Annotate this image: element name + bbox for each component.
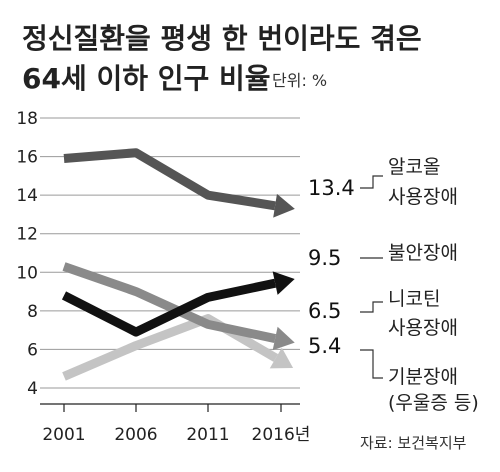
- series-name-0-line-0: 알코올: [388, 156, 440, 178]
- chart-title-line-1: 정신질환을 평생 한 번이라도 겪은: [22, 22, 422, 55]
- x-tick-2011: 2011: [186, 425, 229, 445]
- end-value-0: 13.4: [308, 176, 355, 200]
- chart-title-line-2: 64세 이하 인구 비율: [22, 62, 271, 95]
- source-label: 자료: 보건복지부: [360, 434, 467, 452]
- series-name-1-line-0: 불안장애: [388, 242, 458, 264]
- x-tick-2006: 2006: [114, 425, 157, 445]
- label-connector-3: [360, 349, 383, 379]
- series-name-3-line-0: 기분장애: [388, 366, 458, 388]
- y-tick-8: 8: [27, 302, 38, 322]
- end-value-2: 6.5: [308, 299, 341, 323]
- series-lines: [61, 148, 295, 381]
- series-line-0: [63, 148, 276, 211]
- unit-label: 단위: %: [272, 71, 327, 90]
- label-connector-2: [360, 301, 383, 313]
- series-name-0-line-1: 사용장애: [388, 186, 458, 208]
- series-arrowhead-1: [272, 271, 295, 295]
- series-name-2-line-0: 니코틴: [388, 288, 440, 310]
- series-line-2: [62, 262, 277, 343]
- series-arrowhead-2: [272, 326, 295, 351]
- y-tick-12: 12: [16, 225, 38, 245]
- y-tick-4: 4: [27, 379, 38, 399]
- y-tick-14: 14: [16, 186, 38, 206]
- y-tick-labels: 4 6 8 10 12 14 16 18: [16, 109, 38, 399]
- y-tick-16: 16: [16, 148, 38, 168]
- series-line-3: [62, 314, 279, 381]
- label-connector-0: [360, 175, 383, 189]
- end-value-1: 9.5: [308, 246, 341, 270]
- end-value-3: 5.4: [308, 334, 341, 358]
- series-name-3-line-1: (우울증 등): [388, 392, 479, 414]
- y-tick-10: 10: [16, 263, 38, 283]
- x-tick-2001: 2001: [42, 425, 85, 445]
- y-tick-6: 6: [27, 340, 38, 360]
- x-tick-labels: 2001 2006 2011 2016년: [42, 404, 310, 445]
- series-line-1: [61, 278, 277, 337]
- series-name-2-line-1: 사용장애: [388, 317, 458, 339]
- y-tick-18: 18: [16, 109, 38, 129]
- series-arrowhead-3: [269, 347, 294, 369]
- series-arrowhead-0: [273, 193, 295, 218]
- x-tick-2016: 2016년: [252, 425, 311, 445]
